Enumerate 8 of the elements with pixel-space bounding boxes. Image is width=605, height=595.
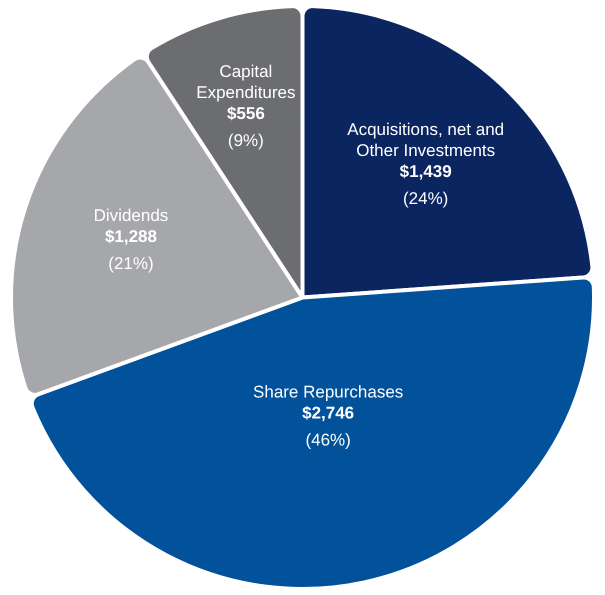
slice-label: Dividends xyxy=(94,206,168,225)
data-label: $2,746 (46%) xyxy=(302,403,354,450)
data-label: $1,439 (24%) xyxy=(400,162,452,208)
data-label: $556 (9%) xyxy=(226,104,265,150)
slice-label: Acquisitions, net and Other Investments xyxy=(347,120,504,160)
slice-label: Capital Expenditures xyxy=(196,62,296,102)
slice-label: Share Repurchases xyxy=(253,382,404,402)
data-label: $1,288 (21%) xyxy=(104,226,157,273)
